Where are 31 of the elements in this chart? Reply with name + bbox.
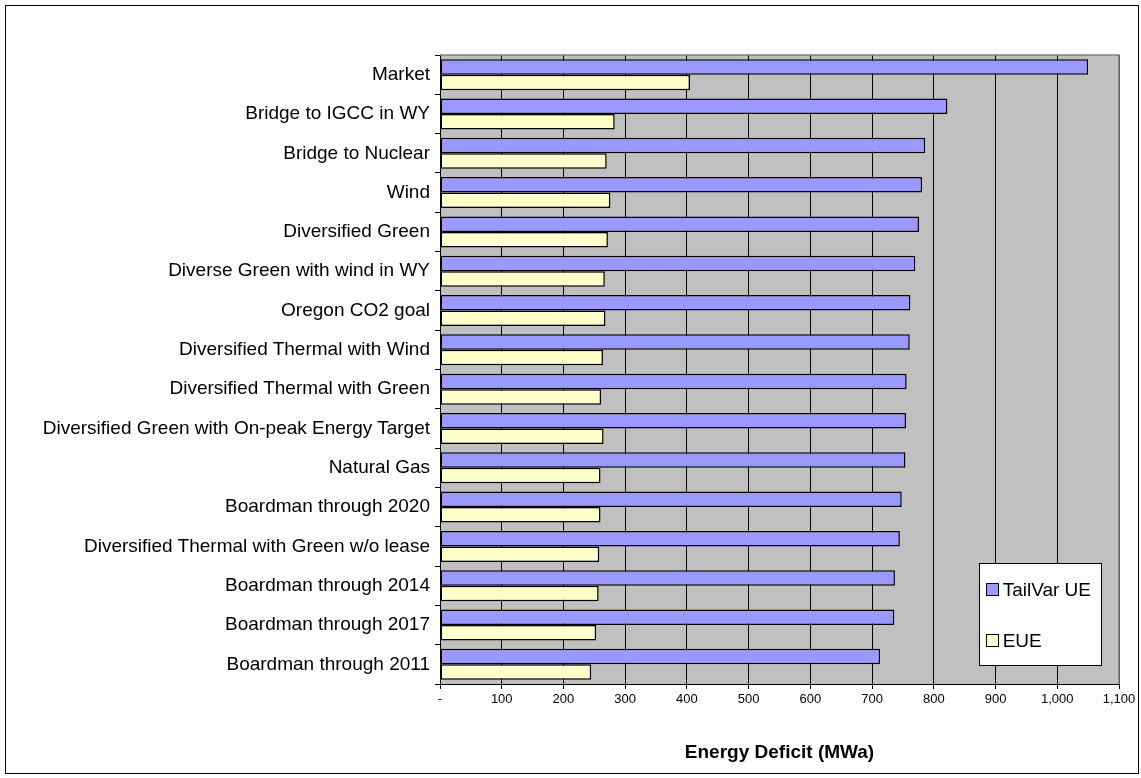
x-tick-label: 600 (799, 691, 822, 707)
x-tick-label: 300 (614, 691, 637, 707)
y-tick-label: Boardman through 2017 (225, 613, 430, 635)
legend-label: EUE (1002, 629, 1042, 652)
y-tick-label: Boardman through 2014 (225, 573, 431, 595)
y-tick-label: Diversified Thermal with Wind (179, 338, 430, 360)
x-tick-label: 800 (922, 691, 945, 707)
y-tick-label: Boardman through 2011 (226, 652, 430, 674)
y-tick-label: Diversified Thermal with Green w/o lease (83, 534, 430, 556)
x-tick-label: 700 (861, 691, 883, 707)
y-tick-label: Boardman through 2020 (225, 495, 430, 517)
y-tick-label: Wind (386, 180, 430, 202)
y-tick-label: Diversified Green with On-peak Energy Target (42, 416, 431, 438)
y-tick-label: Bridge to Nuclear (283, 141, 431, 163)
y-tick-label: Diversified Thermal with Green (169, 377, 430, 399)
x-tick-label: 400 (676, 691, 698, 707)
x-tick-label: - (437, 691, 443, 707)
y-tick-label: Oregon CO2 goal (281, 298, 430, 320)
x-tick-label: 100 (490, 691, 513, 707)
y-tick-label: Diversified Green (283, 220, 430, 242)
x-tick-label: 900 (984, 691, 1007, 707)
x-tick-label: 500 (737, 691, 760, 707)
x-tick-label: 1,100 (1102, 691, 1136, 707)
x-axis-title: Energy Deficit (MWa) (684, 740, 875, 762)
x-tick-label: 200 (552, 691, 575, 707)
x-tick-label: 1,000 (1041, 691, 1074, 707)
y-tick-label: Bridge to IGCC in WY (245, 102, 431, 124)
legend-label: TailVar UE (1002, 578, 1091, 601)
y-tick-label: Market (371, 62, 431, 84)
y-tick-label: Natural Gas (328, 456, 430, 478)
y-tick-label: Diverse Green with wind in WY (168, 259, 431, 281)
